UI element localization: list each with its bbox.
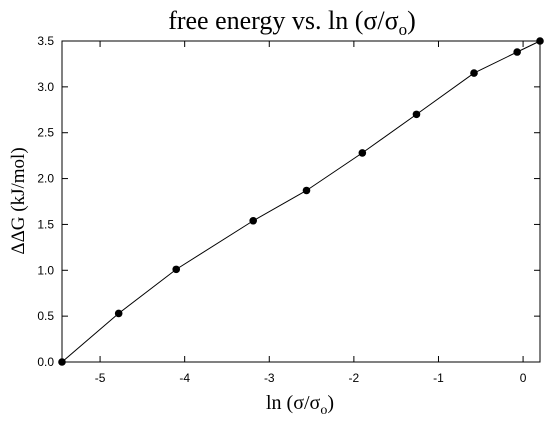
series-line bbox=[61, 40, 541, 363]
y-tick-label: 2.5 bbox=[37, 126, 54, 140]
y-tick-label: 3.5 bbox=[37, 34, 54, 48]
y-tick-label: 2.0 bbox=[37, 172, 54, 186]
data-point bbox=[358, 149, 367, 157]
x-label-sigma: σ bbox=[293, 392, 304, 414]
x-label-main: ln ( bbox=[266, 392, 294, 414]
chart-title-sigma: σ bbox=[363, 6, 377, 35]
chart-title-subscript: o bbox=[399, 20, 408, 39]
y-axis-label: ΔΔG (kJ/mol) bbox=[8, 147, 29, 254]
x-tick-label: 0 bbox=[520, 371, 527, 385]
x-axis-ticks: -5 -4 -3 -2 -1 0 bbox=[95, 41, 527, 385]
data-point bbox=[513, 48, 521, 56]
chart-title-slash: / bbox=[377, 6, 385, 35]
x-tick-label: -2 bbox=[349, 371, 360, 385]
x-tick-label: -5 bbox=[95, 371, 106, 385]
chart-title-close-paren: ) bbox=[407, 6, 416, 35]
data-point bbox=[302, 186, 311, 195]
chart-title-main: free energy vs. ln ( bbox=[168, 6, 363, 35]
y-tick-label: 1.0 bbox=[37, 263, 54, 277]
x-label-subscript: o bbox=[320, 403, 327, 418]
y-tick-label: 0.5 bbox=[37, 309, 54, 323]
y-tick-label: 3.0 bbox=[37, 80, 54, 94]
data-point bbox=[412, 110, 421, 119]
x-label-sigma-o: σ bbox=[310, 392, 321, 414]
data-point bbox=[172, 265, 181, 274]
x-tick-label: -4 bbox=[179, 371, 190, 385]
chart-title-sigma-o: σ bbox=[385, 6, 399, 35]
x-label-slash: / bbox=[304, 392, 310, 414]
data-point bbox=[58, 358, 66, 366]
data-point bbox=[249, 216, 257, 225]
data-point bbox=[114, 309, 123, 318]
y-tick-label: 1.5 bbox=[37, 217, 54, 231]
series-layer bbox=[58, 37, 544, 366]
data-point bbox=[470, 69, 478, 77]
y-tick-label: 0.0 bbox=[37, 355, 54, 369]
data-point bbox=[536, 37, 544, 45]
x-tick-label: -3 bbox=[264, 371, 275, 385]
x-label-close-paren: ) bbox=[327, 392, 334, 414]
plot-frame bbox=[61, 40, 541, 363]
x-tick-label: -1 bbox=[433, 371, 444, 385]
x-axis-label: ln (σ/σo) bbox=[266, 392, 334, 418]
chart-title: free energy vs. ln (σ/σo) bbox=[168, 6, 416, 39]
